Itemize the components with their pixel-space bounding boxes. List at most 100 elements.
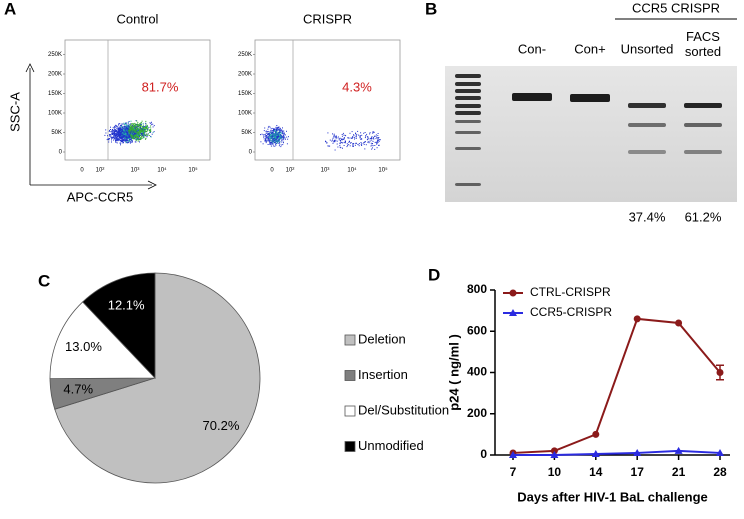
event-dot (287, 138, 289, 140)
event-dot (133, 133, 135, 135)
event-dot (140, 132, 142, 134)
event-dot (120, 140, 121, 141)
x-tick-label: 10² (96, 168, 105, 174)
event-dot (133, 123, 135, 125)
event-dot (280, 132, 281, 134)
event-dot (353, 143, 355, 145)
event-dot (136, 127, 138, 128)
event-dot (116, 138, 118, 140)
event-dot (147, 130, 149, 132)
event-dot (278, 139, 280, 141)
event-dot (274, 128, 276, 130)
event-dot (149, 132, 151, 133)
event-dot (128, 137, 130, 139)
event-dot (144, 134, 146, 136)
event-dot (327, 132, 329, 134)
event-dot (118, 124, 120, 126)
event-dot (111, 130, 113, 132)
event-dot (121, 133, 122, 135)
event-dot (121, 127, 123, 129)
event-dot (130, 134, 131, 136)
event-dot (133, 137, 135, 139)
event-dot (373, 138, 375, 140)
event-dot (372, 143, 373, 144)
event-dot (375, 134, 377, 136)
event-dot (125, 134, 127, 135)
gel-band (455, 104, 481, 108)
event-dot (136, 124, 138, 126)
event-dot (270, 132, 272, 134)
event-dot (136, 133, 138, 134)
event-dot (114, 132, 116, 134)
event-dot (335, 139, 337, 141)
event-dot (367, 137, 369, 139)
event-dot (150, 123, 152, 125)
event-dot (121, 140, 123, 142)
event-dot (145, 120, 147, 122)
event-dot (110, 134, 112, 136)
event-dot (137, 137, 139, 139)
event-dot (124, 139, 126, 141)
event-dot (109, 134, 110, 136)
event-dot (284, 137, 286, 139)
event-dot (353, 135, 355, 137)
event-dot (132, 137, 134, 139)
event-dot (119, 131, 121, 133)
event-dot (118, 135, 120, 137)
event-dot (332, 142, 334, 144)
event-dot (138, 138, 140, 140)
event-dot (134, 122, 136, 124)
event-dot (364, 132, 366, 133)
event-dot (265, 130, 267, 132)
event-dot (272, 145, 274, 147)
event-dot (128, 133, 130, 134)
event-dot (270, 137, 272, 139)
event-dot (139, 129, 140, 131)
event-dot (122, 137, 124, 139)
event-dot (120, 137, 121, 139)
event-dot (281, 129, 283, 131)
event-dot (348, 144, 350, 146)
event-dot (273, 129, 275, 131)
event-dot (265, 140, 266, 142)
event-dot (273, 136, 275, 138)
event-dot (147, 129, 149, 130)
event-dot (341, 139, 343, 141)
event-dot (130, 137, 132, 139)
event-dot (139, 125, 141, 127)
event-dot (135, 133, 137, 135)
event-dot (132, 135, 134, 137)
event-dot (138, 129, 140, 130)
event-dot (124, 133, 126, 135)
event-dot (128, 142, 130, 144)
event-dot (121, 132, 123, 134)
event-dot (120, 133, 122, 135)
events (104, 120, 155, 146)
event-dot (119, 123, 121, 125)
event-dot (272, 133, 274, 135)
event-dot (120, 144, 121, 146)
event-dot (374, 145, 376, 146)
event-dot (279, 139, 281, 141)
event-dot (377, 138, 379, 140)
event-dot (269, 135, 271, 137)
event-dot (136, 129, 138, 131)
event-dot (131, 135, 133, 137)
event-dot (117, 134, 119, 136)
event-dot (115, 124, 117, 126)
event-dot (372, 145, 374, 147)
event-dot (134, 136, 136, 138)
event-dot (377, 137, 379, 139)
event-dot (138, 140, 139, 142)
event-dot (133, 135, 135, 136)
event-dot (354, 144, 356, 146)
event-dot (132, 127, 134, 129)
event-dot (105, 129, 107, 131)
event-dot (275, 139, 277, 141)
gel-header: CCR5 CRISPR (632, 0, 720, 15)
data-point (633, 315, 641, 323)
event-dot (264, 134, 266, 135)
event-dot (136, 135, 138, 137)
event-dot (373, 131, 375, 133)
event-dot (139, 124, 141, 126)
